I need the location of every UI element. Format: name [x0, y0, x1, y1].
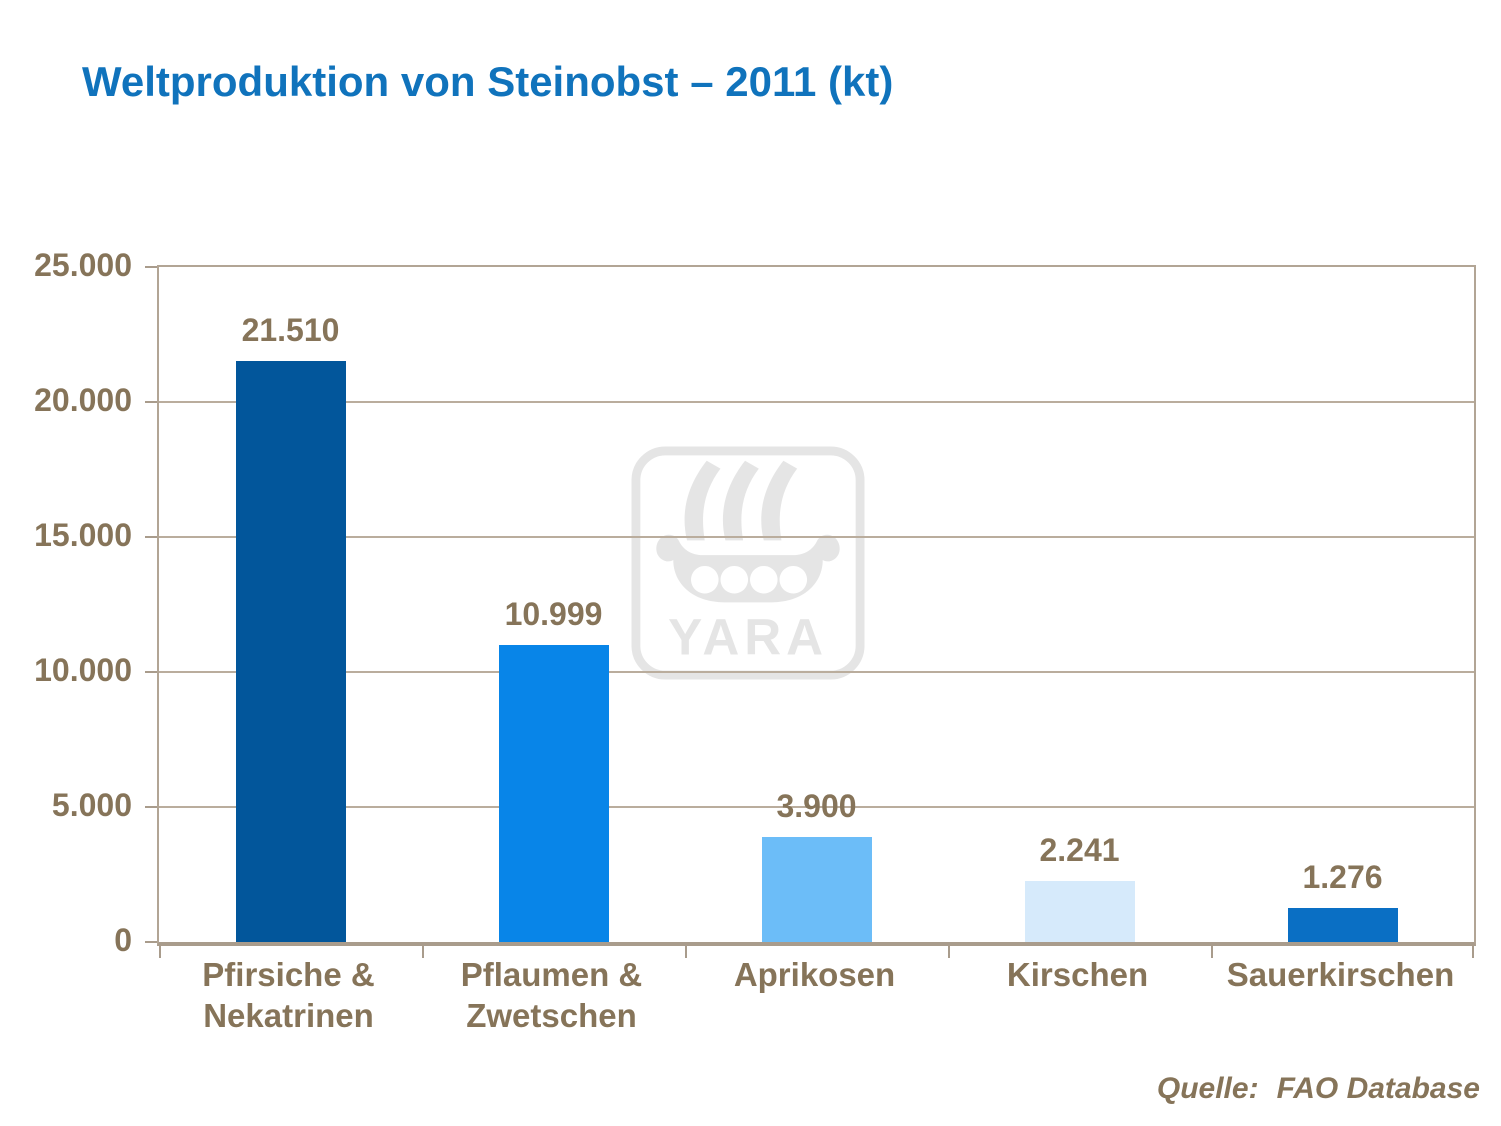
x-category-label-line: Pfirsiche & — [202, 956, 375, 993]
bar-2 — [498, 645, 609, 942]
y-tick-label: 20.000 — [34, 382, 132, 418]
x-axis-tick — [948, 946, 950, 958]
bar-5 — [1287, 908, 1398, 942]
y-tick-label: 5.000 — [51, 787, 132, 823]
x-category-label-line: Kirschen — [1006, 956, 1149, 993]
x-axis-tick — [422, 946, 424, 958]
y-tick-label: 10.000 — [34, 652, 132, 688]
x-category-label-line: Zwetschen — [466, 997, 637, 1034]
viking-ship-icon — [656, 460, 840, 603]
bar-value-label: 2.241 — [1039, 832, 1120, 868]
bar-3 — [761, 837, 872, 942]
source-note: Quelle: FAO Database — [1157, 1072, 1480, 1106]
bar-1 — [235, 361, 346, 942]
x-axis-tick — [159, 946, 161, 958]
yara-logo-frame — [631, 446, 865, 680]
source-value: FAO Database — [1276, 1072, 1480, 1105]
y-axis-tick — [145, 401, 157, 403]
x-category-label-line: Pflaumen & — [460, 956, 643, 993]
y-axis-tick — [145, 806, 157, 808]
yara-logo-watermark: YARA — [631, 446, 865, 680]
y-axis-tick — [145, 941, 157, 943]
y-axis-labels: 25.000 20.000 15.000 10.000 5.000 0 — [0, 247, 132, 958]
yara-wordmark: YARA — [668, 608, 828, 665]
chart-title: Weltproduktion von Steinobst – 2011 (kt) — [82, 58, 894, 105]
gridline — [159, 671, 1474, 673]
gridline — [159, 401, 1474, 403]
bar-value-label: 10.999 — [504, 596, 603, 632]
bar-value-label: 21.510 — [241, 312, 340, 348]
x-axis-tick — [685, 946, 687, 958]
x-category-label: Kirschen — [946, 954, 1209, 995]
y-axis-tick — [145, 266, 157, 268]
y-axis-tick — [145, 536, 157, 538]
x-category-label: Aprikosen — [683, 954, 946, 995]
bar-4 — [1024, 881, 1135, 942]
plot-area: YARA 21.510 10.999 3.900 2.241 1.276 — [145, 265, 1476, 958]
y-tick-label: 0 — [114, 922, 132, 958]
bar-value-label: 1.276 — [1302, 859, 1383, 895]
x-category-label-line: Nekatrinen — [203, 997, 374, 1034]
gridline — [159, 536, 1474, 538]
x-category-label: Pflaumen & Zwetschen — [420, 954, 683, 1036]
y-axis-tick — [145, 671, 157, 673]
x-category-label: Sauerkirschen — [1209, 954, 1472, 995]
x-axis-tick — [1211, 946, 1213, 958]
bar-value-label: 3.900 — [776, 788, 857, 824]
x-category-label-line: Aprikosen — [733, 956, 896, 993]
source-label: Quelle: — [1156, 1072, 1259, 1105]
x-category-label-line: Sauerkirschen — [1226, 956, 1455, 993]
y-tick-label: 25.000 — [34, 247, 132, 283]
y-tick-label: 15.000 — [34, 517, 132, 553]
x-axis-labels: Pfirsiche & Nekatrinen Pflaumen & Zwetschen… — [157, 954, 1472, 1064]
x-category-label: Pfirsiche & Nekatrinen — [157, 954, 420, 1036]
gridline — [159, 806, 1474, 808]
x-axis-tick — [1472, 946, 1474, 958]
